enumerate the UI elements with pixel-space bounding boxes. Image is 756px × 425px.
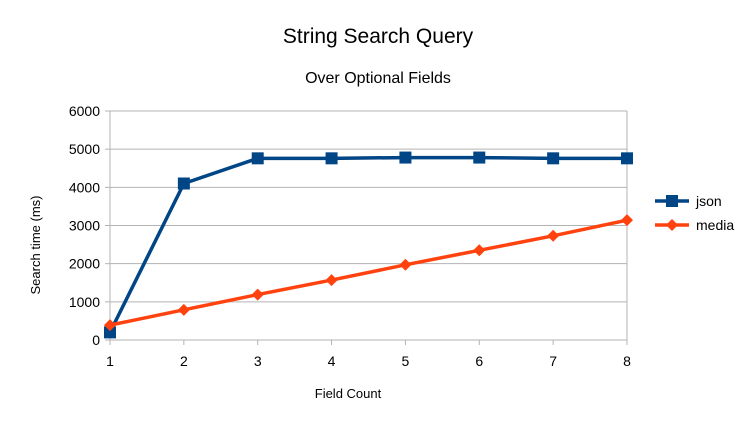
- data-point-json: [325, 152, 338, 165]
- x-axis: 1 2 3 4 5 6 7 8: [106, 340, 631, 369]
- y-tick-label: 5000: [69, 141, 100, 157]
- chart-subtitle: Over Optional Fields: [305, 70, 451, 87]
- x-tick-label: 6: [475, 353, 483, 369]
- data-point-json: [104, 326, 116, 339]
- data-point-json: [251, 152, 264, 165]
- data-point-json: [177, 177, 190, 190]
- data-point-media: [251, 288, 264, 301]
- legend: json media: [655, 193, 734, 233]
- gridlines: [109, 110, 628, 341]
- series-media: [104, 214, 633, 332]
- y-tick-label: 4000: [69, 179, 100, 195]
- legend-label: json: [695, 193, 722, 209]
- series-line-json: [108, 155, 627, 334]
- x-tick-label: 1: [106, 353, 114, 369]
- y-tick-label: 6000: [69, 103, 100, 119]
- y-tick-label: 3000: [69, 218, 100, 234]
- x-tick-label: 7: [549, 353, 557, 369]
- data-point-media: [104, 319, 116, 332]
- data-point-json: [621, 152, 633, 165]
- data-point-media: [547, 229, 560, 242]
- data-point-json: [473, 151, 486, 164]
- legend-entry-json: json: [655, 193, 722, 209]
- y-tick-label: 2000: [69, 256, 100, 272]
- legend-marker: [666, 219, 678, 231]
- y-axis: 0 1000 2000 3000 4000 5000 6000: [69, 103, 110, 348]
- data-point-media: [473, 244, 486, 257]
- y-tick-label: 0: [92, 332, 100, 348]
- x-tick-label: 5: [402, 353, 410, 369]
- legend-marker: [666, 195, 678, 207]
- data-point-media: [325, 274, 338, 287]
- data-point-json: [399, 151, 412, 164]
- x-tick-label: 3: [254, 353, 262, 369]
- legend-entry-media: media: [655, 217, 734, 233]
- plot-series: [104, 151, 633, 339]
- y-axis-label: Search time (ms): [28, 196, 43, 295]
- data-point-media: [177, 303, 190, 316]
- x-tick-label: 4: [328, 353, 336, 369]
- data-point-media: [399, 258, 412, 271]
- legend-label: media: [696, 217, 734, 233]
- x-tick-label: 2: [180, 353, 188, 369]
- x-axis-label: Field Count: [315, 386, 382, 401]
- x-tick-label: 8: [623, 353, 631, 369]
- y-tick-label: 1000: [69, 294, 100, 310]
- series-line-media: [109, 218, 628, 327]
- series-json: [104, 151, 633, 339]
- data-point-media: [621, 214, 633, 227]
- chart-title: String Search Query: [283, 25, 474, 48]
- data-point-json: [547, 152, 560, 165]
